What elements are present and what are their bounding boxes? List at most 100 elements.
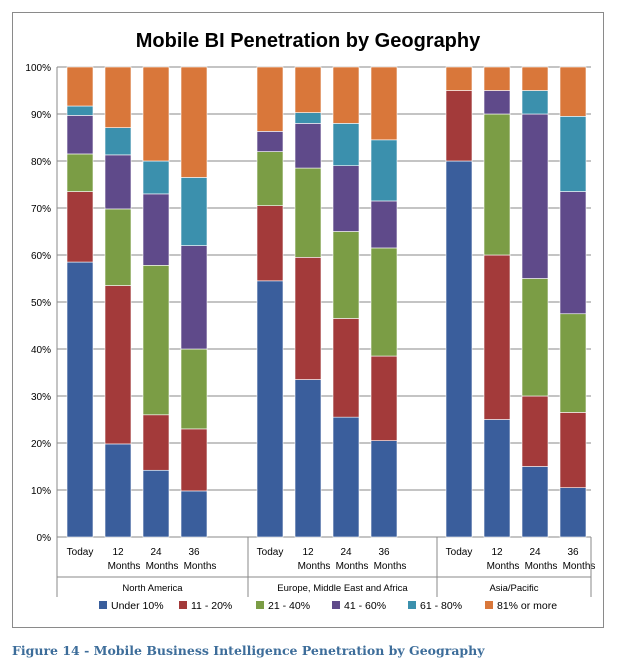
bar-segment (104, 127, 132, 156)
legend-label: Under 10% (111, 600, 164, 612)
bar-segment (483, 113, 511, 256)
bar-segment (559, 313, 587, 413)
bar-segment (294, 112, 322, 124)
bar-segment (370, 200, 398, 249)
x-tick-label-line2: Months (336, 561, 369, 572)
x-tick-label: 12 (302, 547, 314, 558)
bar-segment (180, 428, 208, 492)
bar-segment (483, 419, 511, 538)
bar-segment (559, 116, 587, 192)
bar-segment (104, 154, 132, 210)
chart-frame: Mobile BI Penetration by Geography 0% 10% 2… (12, 12, 604, 628)
x-tick-label: 12 (491, 547, 503, 558)
bar-segment (104, 443, 132, 538)
bar-segment (445, 160, 473, 538)
x-tick-label: 36 (378, 547, 390, 558)
y-tick-label: 0% (37, 533, 52, 544)
legend-label: 81% or more (497, 600, 557, 612)
legend-swatch (179, 601, 187, 609)
bar-segment (332, 123, 360, 167)
bar-segment (104, 208, 132, 286)
bar-segment (66, 66, 94, 107)
y-tick-label: 100% (25, 63, 51, 74)
bar-segment (180, 66, 208, 178)
y-tick-label: 10% (31, 486, 51, 497)
legend-label: 41 - 60% (344, 600, 386, 612)
bar-segment (66, 261, 94, 538)
chart-title: Mobile BI Penetration by Geography (136, 30, 481, 52)
bar-segment (521, 395, 549, 467)
bar-segment (332, 416, 360, 538)
bar-segment (370, 66, 398, 141)
bar-segment (559, 66, 587, 117)
bar-segment (142, 66, 170, 162)
x-tick-label: Today (446, 547, 473, 558)
bar-segment (332, 165, 360, 232)
bar-segment (521, 66, 549, 91)
legend-label: 61 - 80% (420, 600, 462, 612)
group-label: Asia/Pacific (489, 583, 538, 594)
bar-segment (294, 66, 322, 113)
legend-swatch (485, 601, 493, 609)
bar-segment (180, 245, 208, 350)
x-tick-label-line2: Months (146, 561, 179, 572)
y-tick-label: 90% (31, 110, 51, 121)
bar-segment (256, 280, 284, 538)
group-label: North America (122, 583, 183, 594)
bar-segment (256, 131, 284, 152)
bar-segment (256, 151, 284, 206)
bar-segment (483, 254, 511, 420)
bar-segment (294, 123, 322, 169)
bar-segment (332, 318, 360, 418)
x-tick-label: Today (257, 547, 284, 558)
x-tick-label: 12 (112, 547, 124, 558)
legend-swatch (332, 601, 340, 609)
x-tick-label: Today (67, 547, 94, 558)
bar-segment (142, 160, 170, 195)
bar-segment (332, 66, 360, 124)
x-tick-label-line2: Months (108, 561, 141, 572)
x-tick-label-line2: Months (525, 561, 558, 572)
bar-segment (256, 66, 284, 132)
bar-segment (332, 231, 360, 319)
bar-segment (559, 191, 587, 315)
bar-segment (294, 167, 322, 258)
x-tick-label: 24 (150, 547, 162, 558)
bar-segment (370, 247, 398, 357)
bar-segment (104, 66, 132, 128)
x-tick-label-line2: Months (563, 561, 596, 572)
bar-segment (66, 153, 94, 192)
x-tick-label: 24 (340, 547, 352, 558)
bar-segment (521, 90, 549, 115)
bar-segment (142, 414, 170, 471)
bar-segment (521, 113, 549, 279)
bar-segment (370, 139, 398, 202)
bar-segment (142, 193, 170, 266)
bar-segment (445, 66, 473, 91)
y-tick-label: 70% (31, 204, 51, 215)
x-tick-label-line2: Months (487, 561, 520, 572)
bar-segment (142, 265, 170, 416)
bar-segment (142, 469, 170, 538)
bar-segment (370, 355, 398, 441)
bar-segment (521, 278, 549, 397)
y-tick-label: 50% (31, 298, 51, 309)
legend-label: 11 - 20% (191, 600, 232, 612)
bar-segment (104, 285, 132, 445)
bar-segment (66, 115, 94, 155)
legend-swatch (256, 601, 264, 609)
bar-segment (294, 257, 322, 380)
x-tick-label-line2: Months (298, 561, 331, 572)
y-tick-label: 30% (31, 392, 51, 403)
figure-caption: Figure 14 - Mobile Business Intelligence… (12, 643, 485, 658)
legend-label: 21 - 40% (268, 600, 310, 612)
y-tick-label: 80% (31, 157, 51, 168)
y-tick-label: 40% (31, 345, 51, 356)
bar-segment (180, 490, 208, 538)
bar-segment (559, 487, 587, 538)
bar-segment (180, 348, 208, 430)
bar-segment (370, 440, 398, 538)
legend-swatch (408, 601, 416, 609)
x-tick-label-line2: Months (184, 561, 217, 572)
x-tick-label: 36 (188, 547, 200, 558)
